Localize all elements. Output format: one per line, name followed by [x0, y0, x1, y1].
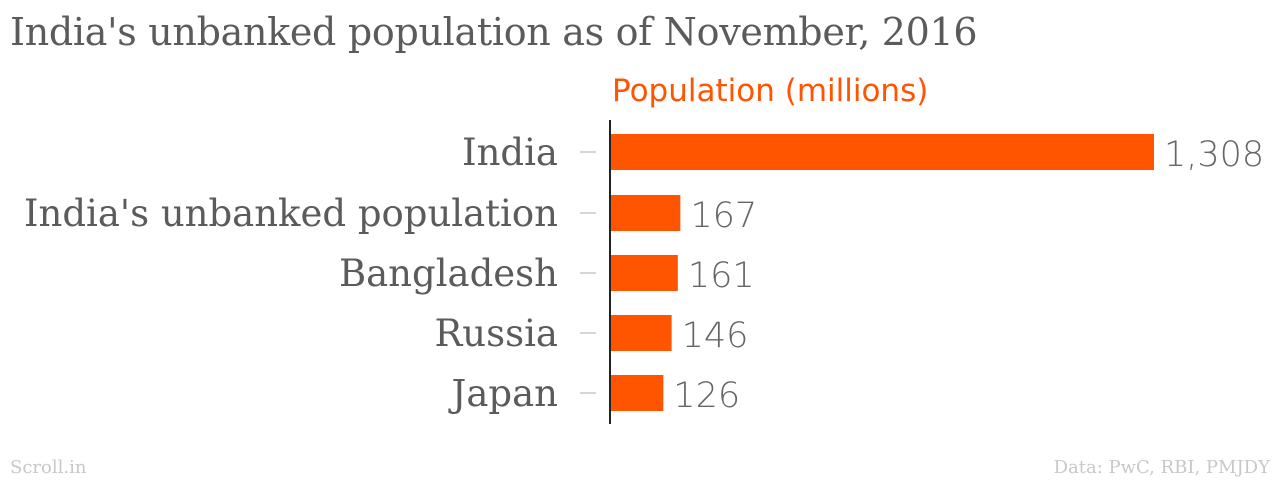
data-label: 167	[690, 196, 757, 236]
category-label: Bangladesh	[339, 252, 558, 295]
publisher-credit: Scroll.in	[10, 457, 87, 478]
category-label: India's unbanked population	[24, 192, 558, 235]
data-label: 161	[688, 256, 755, 296]
bar	[611, 255, 678, 291]
series-legend-label: Population (millions)	[612, 73, 928, 109]
data-label: 1,308	[1164, 135, 1264, 175]
data-source-credit: Data: PwC, RBI, PMJDY	[1053, 457, 1270, 478]
chart-title: India's unbanked population as of Novemb…	[10, 10, 978, 54]
bar	[611, 195, 681, 231]
data-label: 146	[682, 316, 749, 356]
category-label: India	[462, 131, 558, 174]
bar	[611, 315, 672, 351]
category-label: Japan	[448, 372, 558, 415]
data-label: 126	[673, 376, 740, 416]
bar	[611, 375, 664, 411]
bar	[611, 134, 1154, 170]
category-label: Russia	[434, 312, 558, 355]
